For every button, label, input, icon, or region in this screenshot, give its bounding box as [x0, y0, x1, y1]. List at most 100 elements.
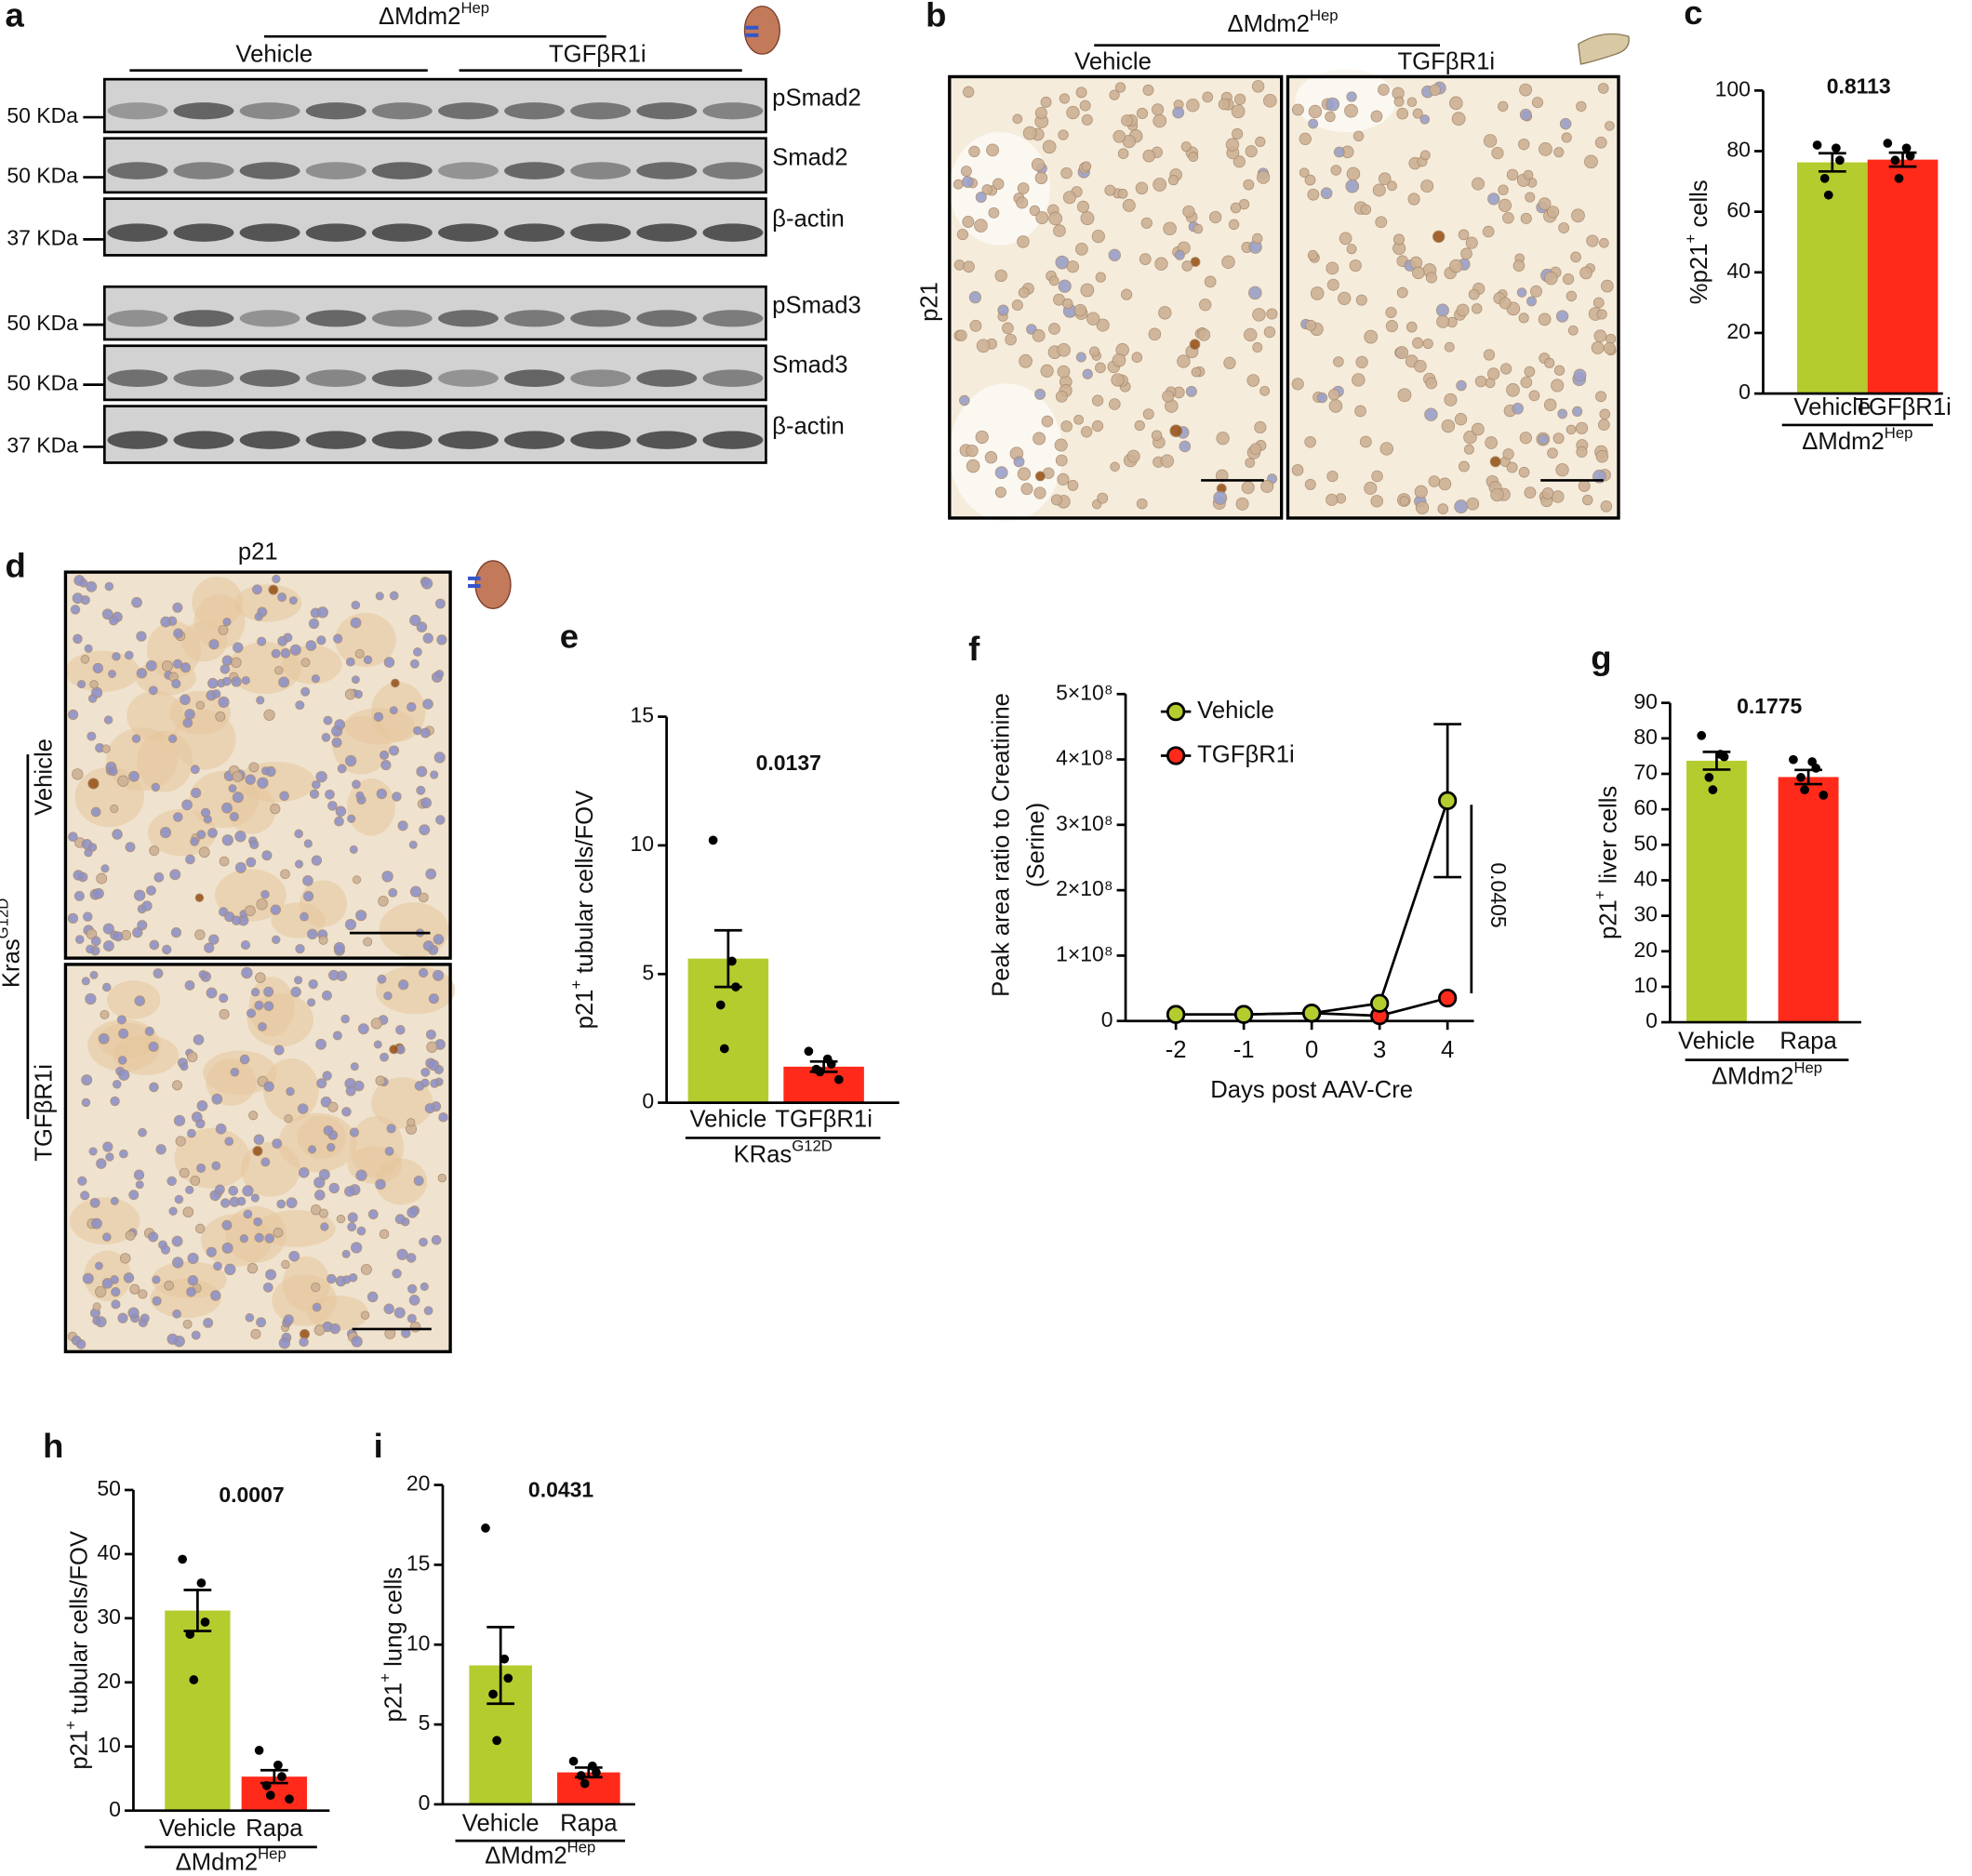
nucleus: [231, 915, 242, 925]
nucleus: [134, 995, 145, 1006]
nucleus: [268, 584, 279, 595]
nucleus: [383, 991, 393, 1001]
nucleus: [1310, 286, 1325, 300]
band: [504, 369, 565, 387]
protein-label: Smad2: [772, 145, 847, 171]
nucleus: [1182, 205, 1195, 219]
nucleus: [232, 771, 244, 782]
nucleus: [318, 935, 328, 945]
y-tick-label: 20: [1633, 938, 1658, 962]
nucleus: [98, 1032, 110, 1044]
nucleus: [1252, 342, 1263, 353]
nucleus: [110, 804, 119, 814]
nucleus: [89, 1197, 100, 1208]
band: [437, 431, 499, 449]
nucleus: [1291, 103, 1304, 116]
nucleus: [288, 596, 298, 605]
nucleus: [327, 1101, 339, 1112]
nucleus: [1551, 379, 1565, 392]
tubule: [69, 1197, 140, 1245]
nucleus: [1520, 376, 1533, 389]
nucleus: [138, 1127, 147, 1138]
y-tick-label: 15: [631, 703, 655, 727]
text-part: ΔMdm2: [485, 1843, 566, 1869]
nucleus: [389, 745, 400, 756]
marker-label: 37 KDa: [7, 433, 78, 458]
nucleus: [191, 1111, 203, 1123]
nucleus: [103, 715, 113, 725]
nucleus: [1544, 271, 1558, 286]
nucleus: [111, 1299, 121, 1310]
nucleus: [1091, 419, 1104, 432]
nucleus: [1605, 121, 1615, 131]
nucleus: [1558, 222, 1570, 233]
nucleus: [1158, 306, 1172, 320]
nucleus: [145, 659, 157, 672]
data-point: [1812, 140, 1822, 150]
nucleus: [1254, 420, 1267, 434]
nucleus: [422, 940, 434, 951]
nucleus: [1544, 357, 1555, 368]
superscript: Hep: [567, 1839, 596, 1856]
nucleus: [1042, 140, 1057, 154]
nucleus: [997, 304, 1009, 316]
nucleus: [185, 854, 195, 865]
nucleus: [1110, 461, 1120, 472]
x-tick-label: 4: [1441, 1037, 1454, 1063]
nucleus: [326, 1273, 337, 1284]
nucleus: [1449, 96, 1463, 111]
nucleus: [1499, 363, 1512, 375]
nucleus: [87, 694, 98, 703]
nucleus: [75, 1338, 87, 1350]
nucleus: [956, 228, 969, 241]
nucleus: [1117, 148, 1129, 159]
nucleus: [262, 1282, 273, 1293]
nucleus: [1441, 419, 1456, 433]
nucleus: [1599, 408, 1611, 420]
band: [570, 431, 632, 449]
nucleus: [1163, 221, 1177, 236]
nucleus: [378, 896, 389, 907]
nucleus: [67, 709, 79, 720]
nucleus: [1080, 283, 1095, 298]
nucleus: [336, 1214, 346, 1224]
nucleus: [318, 1168, 330, 1180]
nucleus: [398, 979, 409, 991]
nucleus: [1299, 132, 1312, 146]
nucleus: [311, 674, 321, 684]
nucleus: [1486, 367, 1500, 380]
nucleus: [101, 982, 112, 992]
nucleus: [1241, 481, 1255, 495]
nucleus: [160, 1244, 171, 1255]
nucleus: [1506, 461, 1518, 473]
nucleus: [185, 1185, 194, 1195]
nucleus: [294, 859, 304, 869]
nucleus: [1058, 129, 1069, 140]
nucleus: [206, 1246, 217, 1257]
nucleus: [1412, 108, 1423, 119]
nucleus: [239, 1054, 250, 1065]
nucleus: [389, 591, 399, 601]
nucleus: [1249, 443, 1262, 455]
nucleus: [1466, 497, 1480, 511]
nucleus: [113, 931, 124, 942]
superscript: Hep: [460, 0, 489, 17]
band: [636, 431, 698, 449]
error-bar: [1818, 152, 1846, 173]
nucleus: [86, 580, 98, 592]
y-tick-label: 4×10⁸: [1056, 746, 1113, 770]
band: [107, 431, 168, 449]
nucleus: [1232, 155, 1246, 168]
nucleus: [344, 1186, 355, 1197]
nucleus: [1189, 339, 1201, 351]
data-point: [277, 1772, 286, 1782]
nucleus: [1411, 266, 1425, 280]
error-bar: [486, 1626, 515, 1706]
nucleus: [1592, 297, 1605, 309]
band: [702, 431, 764, 449]
nucleus: [393, 1307, 406, 1319]
nucleus: [1218, 98, 1231, 111]
nucleus: [232, 792, 244, 804]
nucleus: [1454, 499, 1469, 514]
nucleus: [354, 648, 365, 659]
